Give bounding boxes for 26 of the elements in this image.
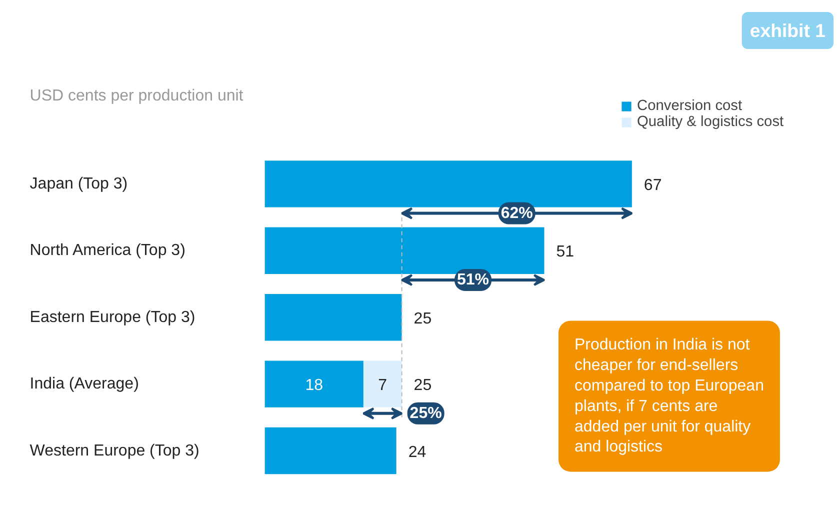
annotation: 62% <box>500 204 533 222</box>
y-tick-label: North America (Top 3) <box>30 242 186 260</box>
bar <box>363 360 402 408</box>
total-label: 24 <box>408 444 426 461</box>
y-tick-label: Japan (Top 3) <box>30 175 128 192</box>
y-tick-label: India (Average) <box>30 376 139 393</box>
annotation: 51% <box>457 272 490 289</box>
bar <box>264 427 396 474</box>
total-label: 25 <box>414 377 432 394</box>
text: USD cents per production unit <box>30 87 244 104</box>
legend-label: Quality & logistics cost <box>637 114 784 130</box>
total-label: 67 <box>644 176 662 194</box>
total-label: 25 <box>414 310 432 328</box>
data-label: 18 <box>305 377 324 394</box>
bar <box>264 360 364 408</box>
y-tick-label: Western Europe (Top 3) <box>30 442 200 460</box>
data-label: 7 <box>378 377 388 394</box>
bar <box>264 160 632 208</box>
text: exhibit 1 <box>750 20 826 42</box>
annotation: Production in India is not cheaper for end-sellers compared to top European plants, if 7 cents are added per unit for quality and logistics <box>574 336 764 456</box>
total-label: 51 <box>556 244 574 261</box>
y-tick-label: Eastern Europe (Top 3) <box>30 308 196 326</box>
bar <box>264 294 402 341</box>
bar <box>264 227 544 274</box>
legend-label: Conversion cost <box>637 98 742 114</box>
annotation: 25% <box>410 404 442 422</box>
